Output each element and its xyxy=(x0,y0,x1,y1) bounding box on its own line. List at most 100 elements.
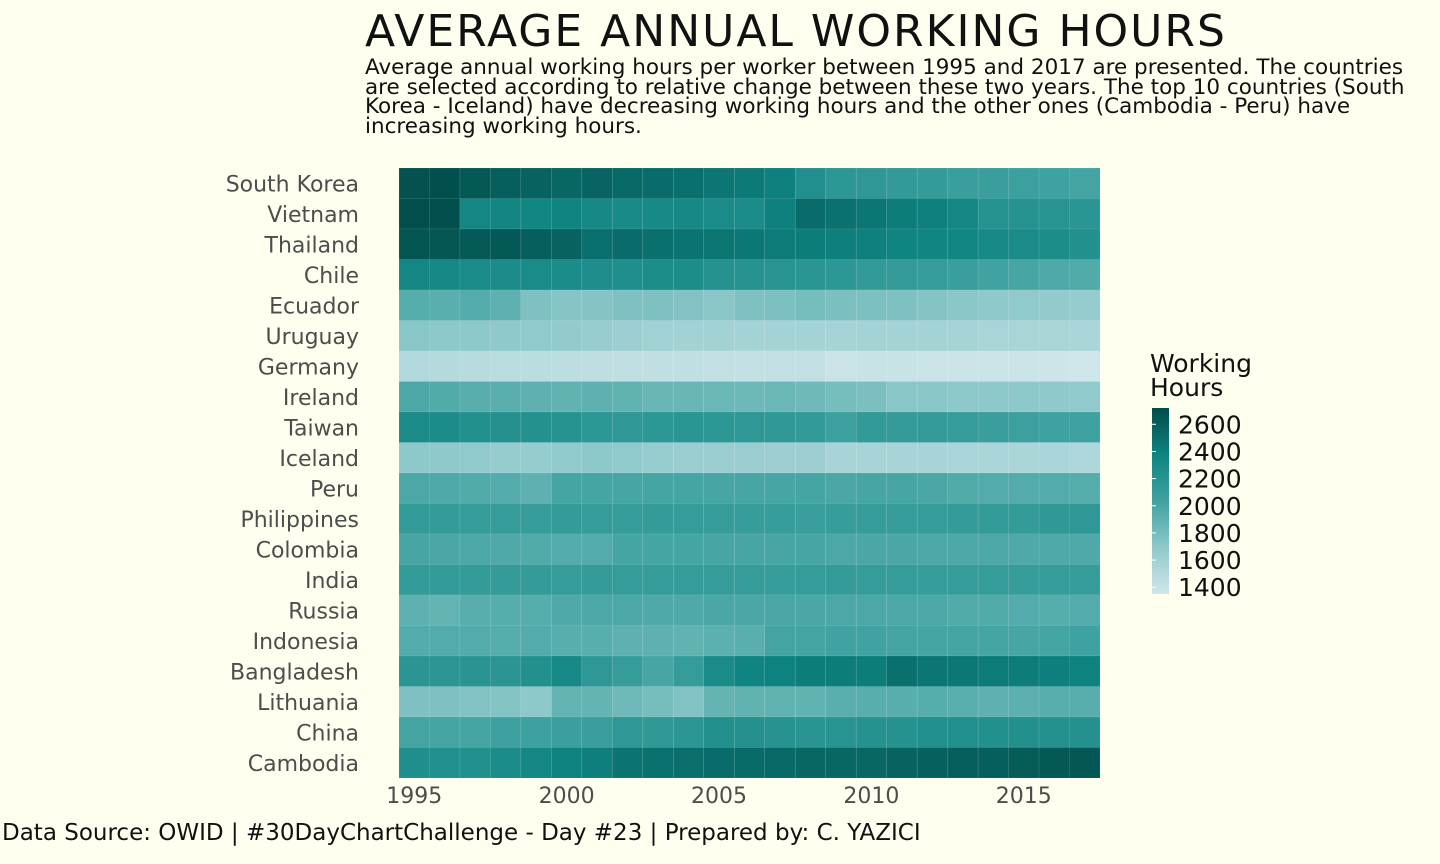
heatmap-cell xyxy=(733,747,766,779)
heatmap-cell xyxy=(886,411,918,443)
heatmap-cell xyxy=(551,289,583,321)
y-tick-label: South Korea xyxy=(226,172,359,197)
heatmap-cell xyxy=(398,350,430,382)
heatmap-cell xyxy=(794,198,826,230)
heatmap-cell xyxy=(1069,320,1101,352)
heatmap-cell xyxy=(612,320,644,352)
heatmap-cell xyxy=(459,411,491,443)
heatmap-cell xyxy=(459,686,491,718)
heatmap-cell xyxy=(642,411,674,443)
heatmap-cell xyxy=(703,442,735,474)
heatmap-cell xyxy=(551,594,583,626)
heatmap-cell xyxy=(825,320,857,352)
heatmap-cell xyxy=(490,381,522,413)
heatmap-cell xyxy=(398,747,430,779)
heatmap-cell xyxy=(947,533,979,565)
heatmap-cell xyxy=(794,533,826,565)
footer-caption: Data Source: OWID | #30DayChartChallenge… xyxy=(2,820,921,846)
heatmap-cell xyxy=(612,259,644,291)
heatmap-cell xyxy=(764,594,796,626)
heatmap-cell xyxy=(1069,564,1101,596)
heatmap-cell xyxy=(1069,381,1101,413)
y-tick-label: Ecuador xyxy=(269,294,360,319)
heatmap-cell xyxy=(581,350,613,382)
heatmap-cell xyxy=(733,320,766,352)
heatmap-cell xyxy=(703,381,735,413)
heatmap-cell xyxy=(459,320,491,352)
heatmap-cell xyxy=(1069,503,1101,535)
heatmap-cell xyxy=(825,686,857,718)
heatmap-cell xyxy=(398,686,430,718)
heatmap-cell xyxy=(581,289,613,321)
heatmap-cell xyxy=(947,625,979,657)
heatmap-cell xyxy=(1008,472,1040,504)
heatmap-cell xyxy=(947,381,979,413)
heatmap-cell xyxy=(1069,442,1101,474)
heatmap-cell xyxy=(855,442,887,474)
heatmap-cell xyxy=(459,747,491,779)
heatmap-cell xyxy=(642,259,674,291)
heatmap-cell xyxy=(398,533,430,565)
heatmap-cell xyxy=(642,503,674,535)
heatmap-cell xyxy=(1069,686,1101,718)
heatmap-cell xyxy=(764,320,796,352)
heatmap-cell xyxy=(490,442,522,474)
heatmap-cell xyxy=(520,259,552,291)
legend-tick-label: 1800 xyxy=(1178,519,1242,548)
heatmap-cell xyxy=(886,655,918,687)
heatmap-cell xyxy=(794,350,826,382)
heatmap-cell xyxy=(581,259,613,291)
heatmap-cell xyxy=(703,594,735,626)
heatmap-cell xyxy=(490,320,522,352)
heatmap-cell xyxy=(764,533,796,565)
heatmap-cell xyxy=(398,655,430,687)
heatmap-cell xyxy=(764,442,796,474)
heatmap-cell xyxy=(429,716,461,748)
x-tick-label: 2015 xyxy=(996,784,1052,809)
heatmap-cell xyxy=(1008,747,1040,779)
heatmap-cell xyxy=(764,716,796,748)
heatmap-cell xyxy=(429,594,461,626)
heatmap-cell xyxy=(825,594,857,626)
heatmap-cell xyxy=(520,655,552,687)
heatmap-cell xyxy=(947,350,979,382)
heatmap-cell xyxy=(1008,198,1040,230)
heatmap-cell xyxy=(855,198,887,230)
heatmap-cell xyxy=(551,564,583,596)
heatmap-cell xyxy=(947,686,979,718)
heatmap-cell xyxy=(794,289,826,321)
heatmap-cell xyxy=(825,442,857,474)
heatmap-cell xyxy=(916,259,948,291)
heatmap-cell xyxy=(764,747,796,779)
heatmap-cell xyxy=(1008,411,1040,443)
heatmap-cell xyxy=(1069,198,1101,230)
heatmap-cell xyxy=(581,228,613,260)
heatmap-cell xyxy=(703,686,735,718)
x-tick-label: 2005 xyxy=(691,784,747,809)
heatmap-cell xyxy=(672,716,705,748)
heatmap-cell xyxy=(703,320,735,352)
heatmap-cell xyxy=(703,533,735,565)
heatmap-cell xyxy=(947,564,979,596)
heatmap-cell xyxy=(429,655,461,687)
heatmap-cell xyxy=(794,564,826,596)
y-axis-labels: South Korea Vietnam Thailand Chile Ecuador Ur… xyxy=(226,172,360,777)
y-tick-label: India xyxy=(305,569,359,594)
legend-tick-label: 2400 xyxy=(1178,437,1242,466)
heatmap-cell xyxy=(794,259,826,291)
heatmap-cell xyxy=(733,228,766,260)
heatmap-cell xyxy=(672,472,705,504)
heatmap-cell xyxy=(520,747,552,779)
heatmap-cell xyxy=(733,686,766,718)
heatmap-cell xyxy=(612,503,644,535)
heatmap-cell xyxy=(886,259,918,291)
heatmap-cell xyxy=(794,411,826,443)
heatmap-cell xyxy=(459,381,491,413)
heatmap-cell xyxy=(947,167,979,199)
heatmap-cell xyxy=(520,228,552,260)
heatmap-cell xyxy=(703,411,735,443)
heatmap-cell xyxy=(1069,472,1101,504)
heatmap-cell xyxy=(1008,564,1040,596)
heatmap-cell xyxy=(794,228,826,260)
